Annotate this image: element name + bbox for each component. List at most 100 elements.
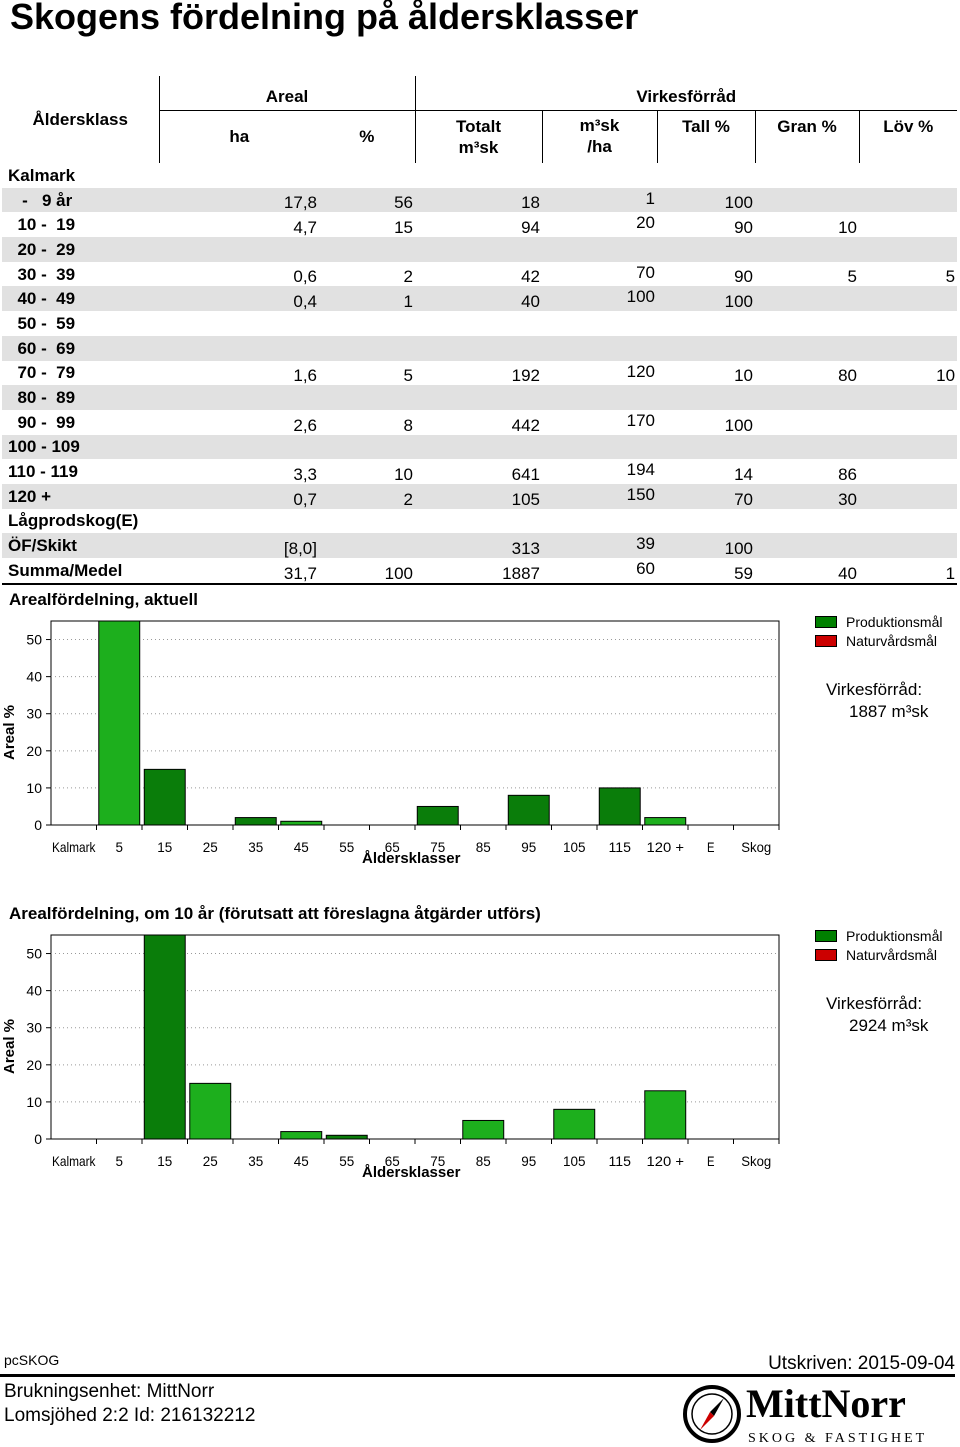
bar [416, 805, 459, 826]
chart-legend: Produktionsmål Naturvårdsmål [815, 926, 943, 964]
cell-tall [657, 385, 755, 410]
y-tick-label: 40 [26, 669, 42, 685]
cell-tall: 70 [657, 483, 755, 509]
cell-gran [755, 237, 859, 262]
bar [644, 1090, 687, 1140]
table-row: 90 - 99 2,6 8 442 170 100 [2, 410, 957, 435]
cell-klass: 110 - 119 [8, 462, 78, 482]
x-tick-label: 45 [294, 839, 309, 855]
cell-tall [657, 237, 755, 262]
table-row: Kalmark [2, 163, 957, 188]
page-title: Skogens fördelning på åldersklasser [10, 0, 639, 37]
chart-legend: Produktionsmål Naturvårdsmål [815, 612, 943, 650]
table-row: Lågprodskog(E) [2, 509, 957, 534]
cell-klass: 50 - 59 [8, 313, 76, 333]
cell-totalt: 40 [415, 286, 542, 312]
cell-tall: 14 [734, 464, 753, 484]
legend-swatch-natur [815, 948, 837, 961]
cell-lov [859, 187, 958, 213]
legend-item-natur: Naturvårdsmål [815, 945, 943, 964]
cell-m3ha: 1 [542, 187, 657, 213]
bar [143, 934, 186, 1140]
x-tick-label: E [707, 1153, 715, 1169]
program-name: pcSKOG [4, 1352, 60, 1368]
cell-ha [159, 434, 319, 460]
cell-m3ha [542, 335, 657, 361]
cell-ha: 31,7 [159, 558, 319, 585]
chart-current-svg: 0 10 20 30 40 50 Kalmark 5 15 25 35 45 55 65 75 85 95 105… [26, 620, 780, 855]
bar [189, 1082, 232, 1140]
cell-klass: 60 - 69 [2, 335, 159, 361]
cell-lov [859, 163, 957, 188]
x-tick-label: 120 + [647, 1153, 685, 1169]
bar [644, 817, 687, 826]
cell-klass: 10 - 19 [8, 215, 76, 235]
table-row: 10 - 19 4,7 15 94 20 90 10 [2, 212, 957, 237]
cell-ha [159, 163, 319, 188]
y-axis-label: Areal % [1, 1018, 19, 1075]
cell-pct: 1 [319, 286, 415, 312]
x-tick-label: 65 [385, 839, 400, 855]
cell-tall: 10 [734, 366, 753, 386]
logo-subtext: SKOG & FASTIGHET [748, 1431, 927, 1444]
x-tick-label: 45 [294, 1153, 309, 1169]
chart-current: 0 10 20 30 40 50 Kalmark 5 15 25 35 45 55 65 75 85 95 105… [0, 590, 960, 894]
cell-m3ha [542, 385, 657, 410]
cell-tall: 100 [724, 415, 753, 435]
cell-tall: 90 [734, 218, 753, 238]
cell-totalt: 313 [415, 533, 542, 558]
cell-ha: 4,7 [293, 218, 317, 238]
cell-gran [755, 533, 859, 558]
cell-gran [755, 335, 859, 361]
x-tick-label: 35 [248, 839, 263, 855]
legend-swatch-natur [815, 634, 837, 647]
cell-tall [657, 434, 755, 460]
x-tick-label: 85 [476, 839, 491, 855]
bar [234, 817, 277, 826]
cell-ha: 2,6 [293, 415, 317, 435]
cell-pct [319, 434, 415, 460]
cell-gran [755, 509, 859, 534]
y-axis-label: Areal % [1, 704, 19, 761]
cell-klass: 70 - 79 [8, 363, 76, 383]
table-row: 100 - 109 [2, 434, 958, 460]
cell-m3ha [542, 509, 657, 534]
x-tick-label: Kalmark [52, 1153, 96, 1169]
cell-lov [859, 459, 957, 484]
y-tick-label: 10 [26, 780, 42, 796]
cell-klass: Summa/Medel [2, 558, 159, 585]
cell-lov [859, 385, 958, 410]
cell-gran: 40 [755, 558, 859, 585]
cell-totalt [415, 434, 542, 460]
x-tick-label: 5 [116, 839, 124, 855]
table-row: 20 - 29 [2, 237, 958, 262]
y-tick-label: 0 [34, 1131, 42, 1147]
cell-gran: 10 [838, 218, 857, 238]
cell-pct: 100 [319, 558, 415, 585]
table-row: 50 - 59 [2, 311, 957, 336]
cell-lov [859, 533, 958, 558]
x-tick-label: 55 [339, 839, 354, 855]
cell-m3ha: 100 [542, 286, 657, 312]
bar [143, 768, 186, 826]
bar [598, 787, 641, 826]
cell-pct [319, 335, 415, 361]
x-tick-label: 65 [385, 1153, 400, 1169]
cell-totalt: 18 [415, 187, 542, 213]
cell-m3ha [542, 434, 657, 460]
cell-klass: ÖF/Skikt [2, 533, 159, 558]
property-id: Lomsjöhed 2:2 Id: 216132212 [4, 1405, 256, 1426]
x-tick-label: 35 [248, 1153, 263, 1169]
cell-totalt: 42 [521, 267, 540, 287]
cell-m3ha: 70 [636, 262, 655, 282]
table-row: ÖF/Skikt [8,0] 313 39 100 [2, 533, 958, 558]
cell-pct [319, 237, 415, 262]
cell-totalt [415, 335, 542, 361]
virkesforrad-label: Virkesförråd: [826, 994, 923, 1013]
virkesforrad-label: Virkesförråd: [826, 680, 923, 699]
cell-pct [319, 533, 415, 558]
x-tick-label: 105 [563, 1153, 586, 1169]
y-tick-label: 20 [26, 743, 42, 759]
x-tick-label: 85 [476, 1153, 491, 1169]
y-tick-label: 50 [26, 946, 42, 962]
